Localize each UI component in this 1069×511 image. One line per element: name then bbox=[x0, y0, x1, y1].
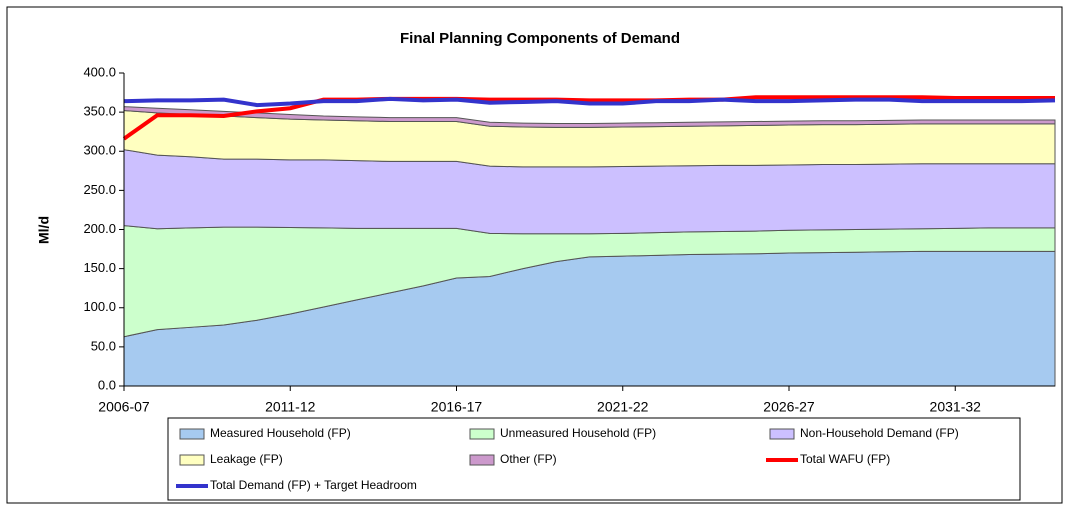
legend-swatch bbox=[469, 428, 495, 440]
y-tick-label: 400.0 bbox=[83, 64, 116, 79]
legend-label: Other (FP) bbox=[500, 452, 557, 466]
legend-label: Non-Household Demand (FP) bbox=[800, 426, 959, 440]
legend-swatch bbox=[469, 454, 495, 466]
line bbox=[123, 96, 1056, 108]
legend-label: Total WAFU (FP) bbox=[800, 452, 890, 466]
y-axis-label: Ml/d bbox=[36, 216, 52, 244]
y-tick-label: 300.0 bbox=[83, 143, 116, 158]
legend-label: Total Demand (FP) + Target Headroom bbox=[210, 478, 417, 492]
y-tick-label: 350.0 bbox=[83, 104, 116, 119]
area bbox=[123, 106, 1056, 128]
x-tick-label: 2006-07 bbox=[98, 399, 150, 415]
x-tick-label: 2021-22 bbox=[597, 399, 649, 415]
x-tick-label: 2016-17 bbox=[431, 399, 483, 415]
x-tick-label: 2011-12 bbox=[265, 399, 316, 415]
legend-box bbox=[167, 417, 1021, 501]
legend-swatch bbox=[769, 428, 795, 440]
y-tick-label: 250.0 bbox=[83, 182, 116, 197]
chart-title: Final Planning Components of Demand bbox=[400, 30, 680, 47]
y-tick-label: 0.0 bbox=[98, 377, 116, 392]
y-tick-label: 100.0 bbox=[83, 299, 116, 314]
legend-label: Leakage (FP) bbox=[210, 452, 283, 466]
legend-label: Unmeasured Household (FP) bbox=[500, 426, 656, 440]
x-tick-label: 2026-27 bbox=[763, 399, 815, 415]
legend-swatch bbox=[179, 454, 205, 466]
line bbox=[122, 95, 1055, 141]
y-tick-label: 150.0 bbox=[83, 260, 116, 275]
legend-swatch bbox=[179, 428, 205, 440]
y-tick-label: 50.0 bbox=[91, 338, 116, 353]
x-tick-label: 2031-32 bbox=[930, 399, 982, 415]
y-tick-label: 200.0 bbox=[83, 221, 116, 236]
legend-label: Measured Household (FP) bbox=[210, 426, 351, 440]
